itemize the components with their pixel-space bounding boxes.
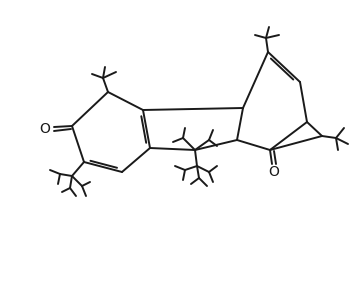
Text: O: O (39, 122, 50, 136)
Text: O: O (269, 165, 279, 179)
